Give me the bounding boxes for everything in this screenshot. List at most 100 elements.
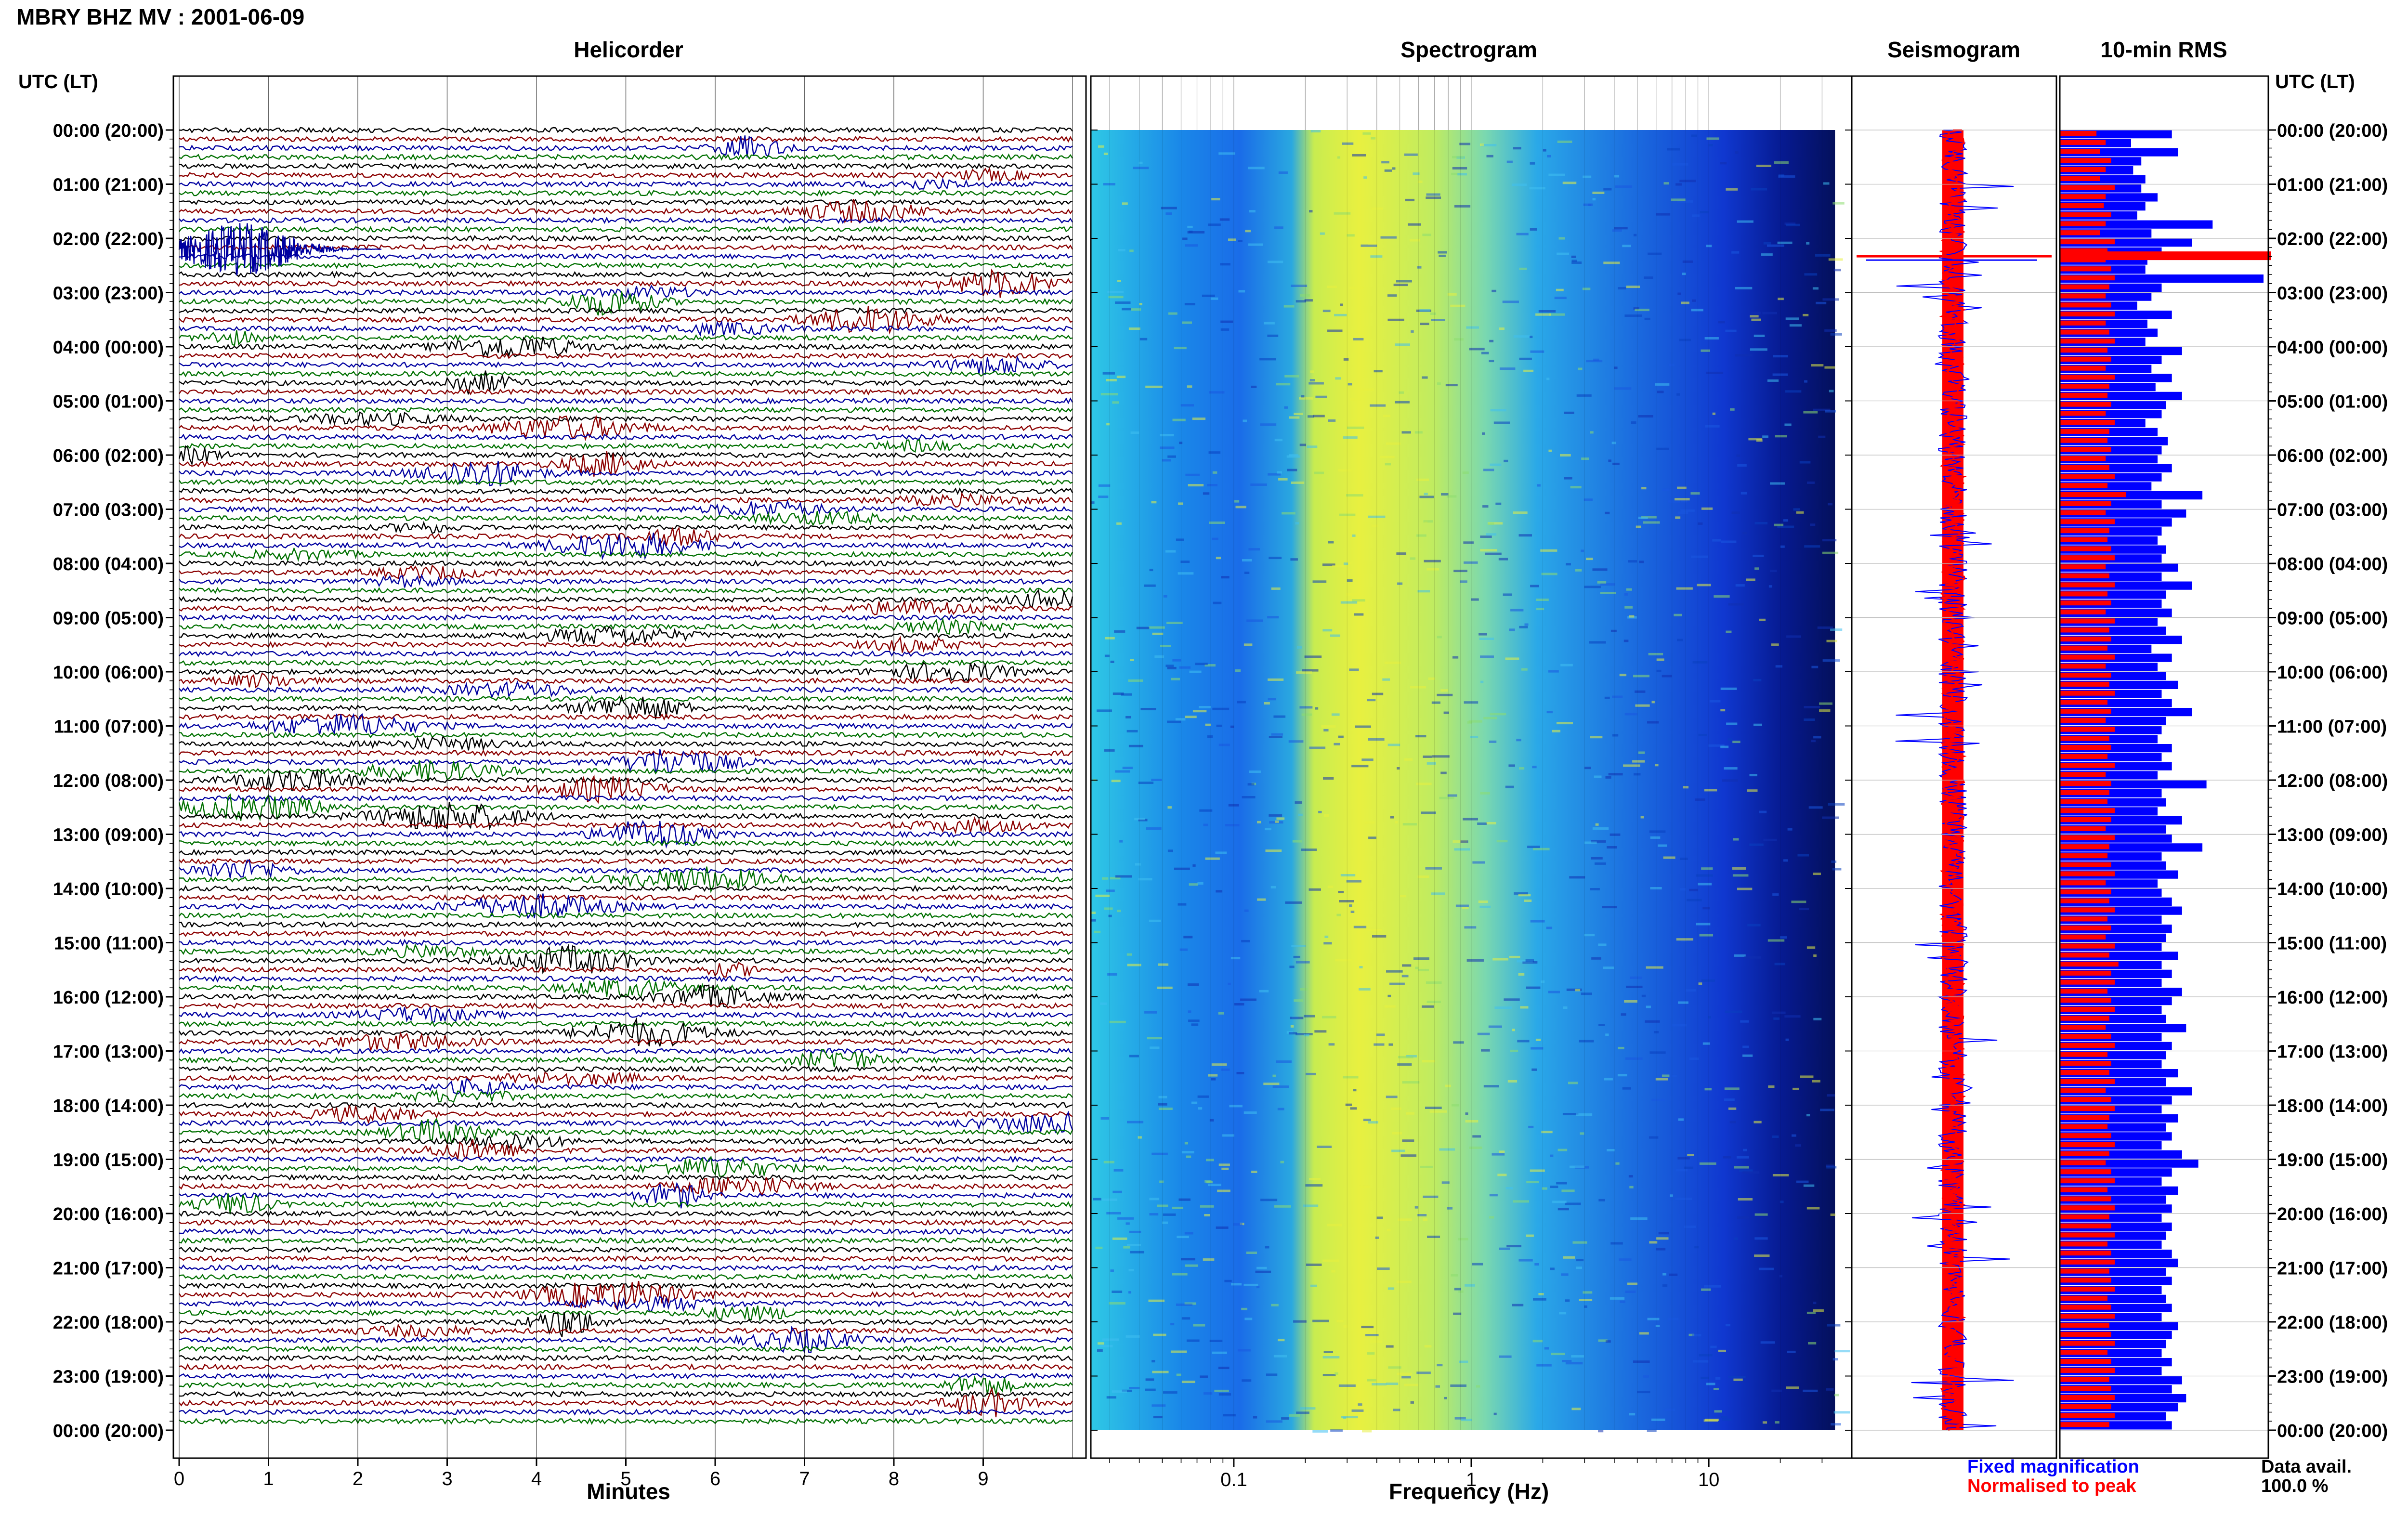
- spectrogram-speckle: [1276, 1060, 1292, 1063]
- spectrogram-speckle: [1182, 237, 1188, 240]
- spectrogram-speckle: [1284, 406, 1288, 409]
- spectrogram-speckle: [1281, 1417, 1289, 1420]
- spectrogram-speckle: [1735, 354, 1753, 357]
- spectrogram-speckle: [1128, 327, 1140, 330]
- spectrogram-speckle: [1610, 833, 1621, 836]
- spectrogram-speckle: [1785, 1038, 1789, 1041]
- legend-fixed-magnification: Fixed magnification: [1967, 1457, 2139, 1477]
- spectrogram-speckle: [1183, 936, 1193, 939]
- spectrogram-speckle: [1737, 464, 1747, 467]
- spectrogram-speckle: [1271, 1304, 1279, 1306]
- rms-normalised-bar: [2060, 989, 2107, 994]
- spectrogram-speckle: [1095, 894, 1110, 897]
- rms-normalised-bar: [2060, 131, 2097, 136]
- spectrogram-speckle: [1301, 395, 1305, 398]
- spectrogram-speckle: [1114, 630, 1125, 633]
- spectrogram-speckle: [1487, 522, 1503, 525]
- spectrogram-speckle: [1576, 1113, 1593, 1116]
- spectrogram-speckle: [1109, 1020, 1126, 1023]
- rms-normalised-bar: [2060, 853, 2107, 859]
- spectrogram-speckle: [1649, 1051, 1666, 1054]
- spectrogram-speckle: [1309, 888, 1321, 891]
- spectrogram-speckle: [1773, 355, 1788, 358]
- spectrogram-speckle: [1499, 1247, 1510, 1250]
- spectrogram-speckle: [1648, 252, 1662, 255]
- rms-normalised-bar: [2060, 411, 2106, 416]
- spectrogram-speckle: [1249, 210, 1256, 213]
- spectrogram-speckle: [1305, 1184, 1323, 1187]
- spectrogram-speckle: [1091, 912, 1096, 914]
- spectrogram-speckle: [1152, 1370, 1169, 1373]
- spectrogram-speckle: [1753, 679, 1762, 681]
- spectrogram-speckle: [1376, 1033, 1385, 1036]
- hour-label-left: 01:00 (21:00): [53, 175, 164, 196]
- spectrogram-speckle: [1678, 1118, 1684, 1121]
- spectrogram-speckle: [1304, 299, 1313, 302]
- spectrogram-speckle: [1480, 792, 1490, 795]
- spectrogram-speckle: [1579, 1299, 1593, 1301]
- spectrogram-speckle: [1107, 291, 1124, 293]
- spectrogram-speckle: [1563, 1006, 1568, 1009]
- spectrogram-speckle: [1408, 223, 1421, 226]
- spectrogram-speckle: [1185, 1264, 1198, 1267]
- rms-normalised-bar: [2060, 961, 2119, 967]
- spectrogram-speckle: [1770, 482, 1785, 485]
- spectrogram-speckle: [1732, 867, 1746, 870]
- spectrogram-speckle: [1306, 1072, 1316, 1075]
- spectrogram-speckle: [1247, 783, 1255, 786]
- spectrogram-speckle: [1098, 145, 1104, 148]
- spectrogram-speckle: [1367, 699, 1376, 702]
- spectrogram-speckle: [1786, 635, 1801, 638]
- spectrogram-speckle: [1826, 1164, 1835, 1167]
- spectrogram-speckle: [1828, 803, 1845, 806]
- rms-normalised-bar: [2060, 1305, 2111, 1310]
- spectrogram-speckle: [1187, 231, 1205, 234]
- spectrogram-speckle: [1402, 964, 1412, 967]
- spectrogram-speckle: [1417, 1214, 1427, 1216]
- spectrogram-speckle: [1625, 1291, 1636, 1293]
- spectrogram-speckle: [1339, 513, 1356, 516]
- spectrogram-speckle: [1402, 823, 1417, 826]
- spectrogram-speckle: [1166, 622, 1183, 624]
- spectrogram-speckle: [1692, 299, 1696, 302]
- spectrogram-speckle: [1644, 317, 1650, 320]
- spectrogram-speckle: [1151, 501, 1157, 504]
- spectrogram-speckle: [1810, 523, 1816, 526]
- spectrogram-speckle: [1296, 646, 1302, 649]
- hour-label-left: 18:00 (14:00): [53, 1096, 164, 1116]
- spectrogram-speckle: [1426, 1001, 1441, 1003]
- spectrogram-speckle: [1706, 245, 1712, 248]
- spectrogram-speckle: [1640, 816, 1644, 819]
- spectrogram-speckle: [1762, 1421, 1767, 1424]
- spectrogram-speckle: [1637, 1391, 1650, 1394]
- rms-normalised-bar: [2060, 1006, 2115, 1012]
- spectrogram-speckle: [1575, 569, 1582, 572]
- spectrogram-speckle: [1184, 1142, 1189, 1145]
- spectrogram-speckle: [1295, 801, 1302, 804]
- spectrogram-speckle: [1423, 755, 1432, 758]
- spectrogram-speckle: [1658, 844, 1667, 847]
- spectrogram-speckle: [1718, 321, 1725, 324]
- spectrogram-speckle: [1353, 1089, 1357, 1092]
- rms-normalised-bar: [2060, 826, 2106, 831]
- spectrogram-speckle: [1481, 1049, 1490, 1052]
- spectrogram-speckle: [1211, 1063, 1227, 1066]
- spectrogram-speckle: [1806, 1207, 1820, 1210]
- rms-normalised-bar: [2060, 1377, 2109, 1382]
- spectrogram-speckle: [1148, 1299, 1165, 1302]
- spectrogram-speckle: [1697, 584, 1711, 587]
- rms-normalised-bar: [2060, 555, 2115, 561]
- spectrogram-speckle: [1811, 364, 1824, 367]
- spectrogram-speckle: [1351, 1409, 1364, 1412]
- rms-normalised-bar: [2060, 320, 2106, 326]
- spectrogram-speckle: [1561, 1273, 1569, 1276]
- rms-normalised-bar: [2060, 221, 2106, 226]
- spectrogram-speckle: [1372, 692, 1384, 695]
- spectrogram-speckle: [1220, 328, 1230, 331]
- spectrogram-speckle: [1189, 670, 1202, 673]
- spectrogram-speckle: [1370, 404, 1386, 407]
- spectrogram-speckle: [1195, 663, 1208, 666]
- spectrogram-speckle: [1431, 319, 1445, 321]
- rms-normalised-bar: [2060, 140, 2106, 145]
- spectrogram-speckle: [1123, 1246, 1130, 1249]
